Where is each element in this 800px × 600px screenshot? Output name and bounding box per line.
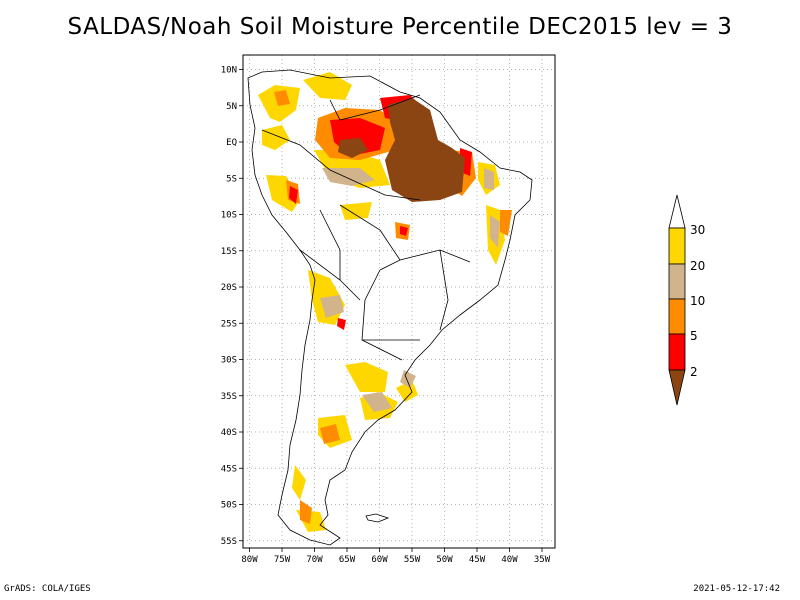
graticule [243, 55, 555, 548]
colorbar-bin-20-30 [668, 227, 686, 265]
boundaries [247, 69, 533, 546]
lat-tick-label: 25S [221, 319, 237, 329]
plot-timestamp: 2021-05-12-17:42 [693, 584, 780, 594]
colorbar-top-arrow [668, 194, 686, 229]
lon-tick-label: 45W [469, 555, 486, 565]
lon-tick-label: 80W [241, 555, 258, 565]
colorbar-bin-5-10 [668, 298, 686, 335]
plot-title: SALDAS/Noah Soil Moisture Percentile DEC… [67, 14, 733, 40]
lat-tick-label: 35S [221, 392, 237, 402]
colorbar-label-10: 10 [690, 294, 705, 308]
colorbar: 30 20 10 5 2 [668, 194, 705, 406]
lat-tick-label: 5S [226, 174, 237, 184]
lat-tick-label: 15S [221, 247, 237, 257]
lon-tick-label: 40W [501, 555, 518, 565]
lon-tick-label: 75W [274, 555, 291, 565]
fill-brown [338, 98, 465, 202]
lon-tick-label: 65W [339, 555, 356, 565]
map-frame [242, 54, 556, 549]
grads-credit: GrADS: COLA/IGES [4, 584, 91, 594]
colorbar-label-30: 30 [690, 223, 705, 237]
longitude-tick-labels: 80W 75W 70W 65W 60W 55W 50W 45W 40W 35W [241, 548, 551, 565]
lon-tick-label: 70W [306, 555, 323, 565]
colorbar-bottom-arrow [668, 369, 686, 406]
south-america-coastline [247, 69, 533, 546]
lat-tick-label: 30S [221, 356, 237, 366]
lat-tick-label: 20S [221, 283, 237, 293]
lon-tick-label: 50W [436, 555, 453, 565]
country-borders [261, 94, 471, 361]
latitude-tick-labels: 10N 5N EQ 5S 10S 15S 20S 25S 30S 35S 40S 45S 50S 55S [221, 66, 243, 547]
falkland-islands [365, 513, 390, 523]
colorbar-label-20: 20 [690, 259, 705, 273]
lat-tick-label: 10S [221, 211, 237, 221]
lat-tick-label: 5N [226, 102, 237, 112]
colorbar-label-5: 5 [690, 329, 698, 343]
lon-tick-label: 60W [371, 555, 388, 565]
lat-tick-label: 50S [221, 501, 237, 511]
colorbar-label-2: 2 [690, 365, 698, 379]
percentile-fill-layer [258, 72, 512, 532]
colorbar-bin-2-5 [668, 333, 686, 371]
lat-tick-label: 10N [221, 66, 237, 76]
lon-tick-label: 55W [404, 555, 421, 565]
lat-tick-label: 45S [221, 464, 237, 474]
lat-tick-label: 55S [221, 537, 237, 547]
lat-tick-label: EQ [226, 138, 237, 148]
colorbar-bin-10-20 [668, 263, 686, 300]
lon-tick-label: 35W [534, 555, 551, 565]
lat-tick-label: 40S [221, 428, 237, 438]
